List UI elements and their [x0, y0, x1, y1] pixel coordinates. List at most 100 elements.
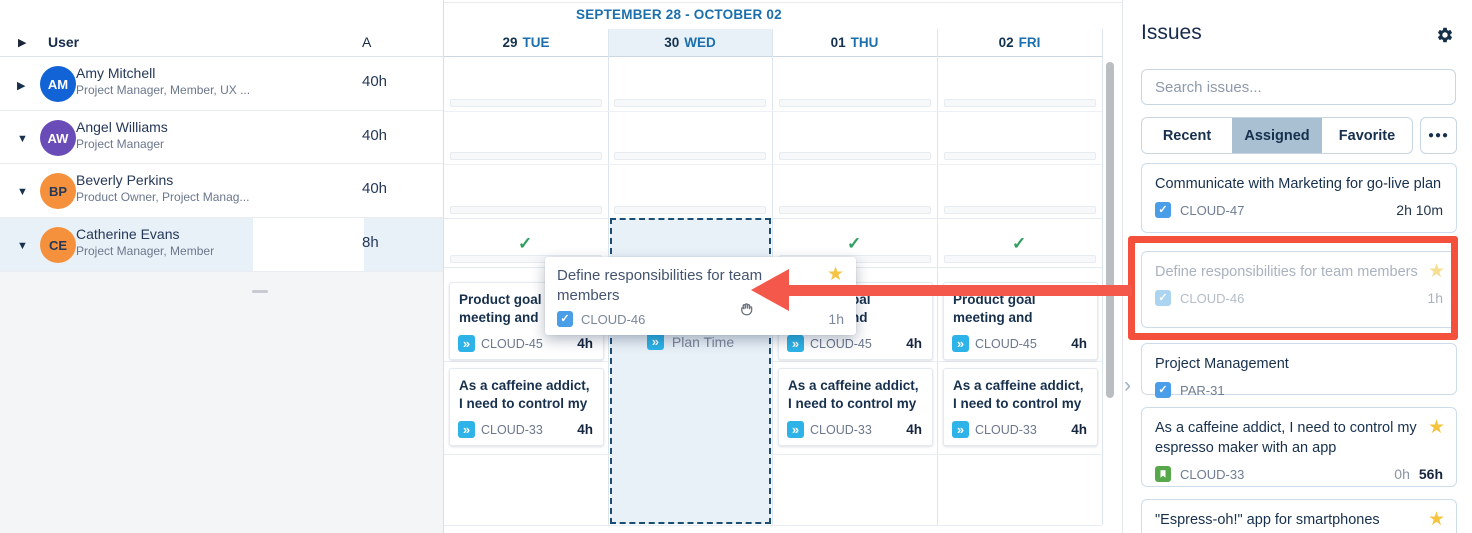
chevron-double-icon: » — [458, 335, 475, 352]
user-hours: 8h — [362, 234, 379, 251]
dragged-issue-card[interactable]: Define responsibilities for team members… — [545, 257, 856, 335]
grab-hand-cursor-icon — [738, 299, 756, 322]
day-header-tue[interactable]: 29 TUE — [444, 29, 608, 57]
planned-item-card[interactable]: Product goal meeting and » CLOUD-45 4h — [943, 282, 1098, 360]
slot-placeholder — [450, 99, 602, 107]
issue-key: CLOUD-45 — [481, 336, 543, 351]
slot-placeholder — [944, 206, 1096, 214]
user-row[interactable]: ▶ AM Amy Mitchell Project Manager, Membe… — [0, 57, 443, 111]
user-column-header: User — [48, 34, 80, 50]
panel-collapse-icon[interactable]: › — [1124, 374, 1131, 397]
day-number: 30 — [664, 35, 680, 50]
a-column-header: A — [362, 34, 372, 50]
row-divider — [444, 361, 1102, 362]
user-row-selected[interactable]: ▼ CE Catherine Evans Project Manager, Me… — [0, 218, 443, 272]
task-type-icon: ✓ — [1155, 382, 1171, 398]
slot-placeholder — [614, 206, 766, 214]
issue-title: Communicate with Marketing for go-live p… — [1155, 176, 1442, 192]
tab-favorite[interactable]: Favorite — [1338, 127, 1396, 144]
avatar: AW — [40, 120, 76, 156]
slot-placeholder — [779, 99, 931, 107]
estimated-time: 56h — [1418, 466, 1443, 482]
approved-check-icon: ✓ — [518, 234, 533, 253]
issue-card[interactable]: As a caffeine addict, I need to control … — [1141, 407, 1457, 487]
user-row[interactable]: ▼ AW Angel Williams Project Manager 40h — [0, 111, 443, 164]
user-name: Beverly Perkins — [76, 172, 174, 188]
row-divider — [444, 111, 1102, 112]
top-hairline — [0, 2, 1472, 3]
planned-item-card[interactable]: As a caffeine addict, I need to control … — [449, 368, 604, 446]
planned-hours: 4h — [577, 422, 593, 437]
issue-time: 2h 10m — [1396, 202, 1443, 218]
favorite-star-icon[interactable]: ★ — [1427, 509, 1445, 530]
user-hours: 40h — [362, 180, 388, 197]
day-header-wed[interactable]: 30 WED — [608, 29, 772, 57]
card-title: As a caffeine addict, I need to control … — [788, 378, 919, 411]
more-tabs-button[interactable]: ●●● — [1420, 117, 1457, 154]
vertical-scrollbar[interactable] — [1106, 62, 1114, 398]
day-name: TUE — [522, 35, 550, 50]
issue-key: CLOUD-46 — [581, 311, 646, 327]
planned-hours: 4h — [1071, 336, 1087, 351]
logged-time: 0h — [1394, 466, 1410, 482]
issues-tabs: Recent Assigned Favorite — [1141, 117, 1413, 154]
expand-user-icon[interactable]: ▶ — [17, 80, 26, 92]
row-divider — [444, 454, 1102, 455]
user-role: Project Manager — [76, 137, 165, 151]
tab-recent[interactable]: Recent — [1162, 127, 1212, 144]
favorite-star-icon[interactable]: ★ — [1427, 261, 1445, 282]
task-type-icon: ✓ — [1155, 202, 1171, 218]
collapse-user-icon[interactable]: ▼ — [17, 133, 28, 145]
favorite-star-icon[interactable]: ★ — [826, 264, 844, 285]
plan-time-label: Plan Time — [671, 333, 735, 350]
issue-card[interactable]: Communicate with Marketing for go-live p… — [1141, 163, 1457, 233]
approved-check-icon: ✓ — [847, 234, 862, 253]
card-title: Product goal meeting and — [459, 292, 542, 325]
day-name: THU — [850, 35, 879, 50]
card-title: Define responsibilities for team members — [557, 267, 763, 304]
issue-key: PAR-31 — [1180, 382, 1225, 398]
issue-title: Project Management — [1155, 356, 1289, 372]
expand-all-icon[interactable]: ▶ — [18, 37, 27, 49]
calendar-date-range: SEPTEMBER 28 - OCTOBER 02 — [576, 7, 782, 22]
day-number: 02 — [998, 35, 1014, 50]
issue-card-dragged-source[interactable]: Define responsibilities for team members… — [1141, 251, 1457, 328]
calendar-right-edge — [1102, 29, 1103, 525]
card-title: As a caffeine addict, I need to control … — [953, 378, 1084, 411]
gear-icon[interactable] — [1436, 26, 1454, 44]
tab-assigned[interactable]: Assigned — [1232, 118, 1322, 153]
slot-placeholder — [779, 206, 931, 214]
day-number: 01 — [830, 35, 846, 50]
user-hours: 40h — [362, 127, 388, 144]
slot-placeholder — [779, 152, 931, 160]
hovered-cell — [253, 218, 364, 271]
row-divider — [444, 218, 1102, 219]
row-divider — [444, 164, 1102, 165]
issue-title: As a caffeine addict, I need to control … — [1155, 420, 1417, 456]
user-name: Amy Mitchell — [76, 65, 156, 81]
avatar: BP — [40, 173, 76, 209]
slot-placeholder — [944, 99, 1096, 107]
avatar: CE — [40, 227, 76, 263]
planned-item-card[interactable]: As a caffeine addict, I need to control … — [778, 368, 933, 446]
collapse-user-icon[interactable]: ▼ — [17, 186, 28, 198]
day-header-thu[interactable]: 01 THU — [772, 29, 937, 57]
resize-handle[interactable] — [252, 290, 268, 293]
chevron-double-icon: » — [952, 421, 969, 438]
collapse-user-icon[interactable]: ▼ — [17, 240, 28, 252]
planned-item-card[interactable]: As a caffeine addict, I need to control … — [943, 368, 1098, 446]
slot-placeholder — [614, 99, 766, 107]
day-header-fri[interactable]: 02 FRI — [937, 29, 1102, 57]
chevron-double-icon: » — [952, 335, 969, 352]
chevron-double-icon: » — [787, 335, 804, 352]
issue-title: Define responsibilities for team members — [1155, 264, 1418, 280]
user-row[interactable]: ▼ BP Beverly Perkins Product Owner, Proj… — [0, 164, 443, 218]
search-issues-input[interactable] — [1141, 69, 1456, 105]
plan-time-button[interactable]: » Plan Time — [612, 333, 769, 350]
issue-card[interactable]: "Espress-oh!" app for smartphones ★ — [1141, 499, 1457, 533]
favorite-star-icon[interactable]: ★ — [1427, 417, 1445, 438]
slot-placeholder — [944, 255, 1096, 263]
user-panel-empty-area — [0, 272, 443, 533]
issue-card[interactable]: Project Management ✓ PAR-31 — [1141, 343, 1457, 398]
